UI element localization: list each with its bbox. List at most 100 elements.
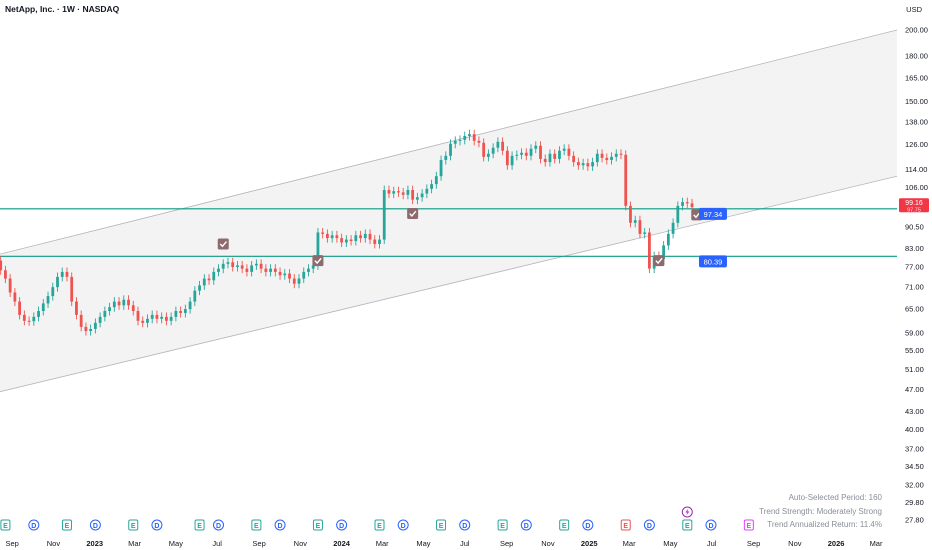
x-tick-label: May xyxy=(169,539,183,548)
dividend-event-icon: D xyxy=(397,519,409,531)
candle-body xyxy=(562,148,566,151)
earnings-event-icon: E xyxy=(0,519,11,531)
candle-body xyxy=(112,301,116,308)
candle-body xyxy=(685,202,689,204)
candle-body xyxy=(610,156,613,160)
earnings-event-icon: E xyxy=(497,519,508,531)
candle-body xyxy=(515,154,519,156)
y-tick-label: 29.80 xyxy=(905,498,924,507)
x-tick-label: 2025 xyxy=(581,539,598,548)
stat-return: Trend Annualized Return: 11.4% xyxy=(767,520,882,529)
svg-text:E: E xyxy=(254,523,259,530)
y-tick-label: 106.00 xyxy=(905,183,928,192)
candle-body xyxy=(567,148,571,156)
candle-body xyxy=(373,239,377,244)
x-tick-label: 2023 xyxy=(86,539,103,548)
svg-text:E: E xyxy=(562,523,567,530)
candle-body xyxy=(141,320,145,323)
candle-body xyxy=(505,150,509,166)
candle-body xyxy=(359,235,362,239)
candle-body xyxy=(8,278,12,293)
trend-stats: Auto-Selected Period: 160 Trend Strength… xyxy=(759,491,882,532)
svg-text:D: D xyxy=(31,523,36,530)
candle-body xyxy=(487,153,490,157)
candle-body xyxy=(605,157,609,160)
svg-text:97.75: 97.75 xyxy=(907,208,921,214)
candle-body xyxy=(37,311,40,317)
x-tick-label: Jul xyxy=(460,539,470,548)
candle-body xyxy=(690,203,694,208)
earnings-event-icon: E xyxy=(682,519,693,531)
candle-body xyxy=(600,153,604,158)
dividend-event-icon: D xyxy=(520,519,532,531)
svg-text:D: D xyxy=(278,523,283,530)
y-tick-label: 150.00 xyxy=(905,97,928,106)
candle-body xyxy=(231,262,235,268)
dividend-event-icon: D xyxy=(28,519,40,531)
candle-body xyxy=(534,145,538,149)
candle-body xyxy=(576,162,580,166)
candle-body xyxy=(411,190,415,200)
candle-body xyxy=(254,263,258,266)
y-tick-label: 138.00 xyxy=(905,118,928,127)
candle-body xyxy=(586,163,590,167)
candle-body xyxy=(392,191,396,194)
candle-body xyxy=(638,220,642,234)
candle-body xyxy=(387,190,391,194)
candle-body xyxy=(278,271,282,276)
x-tick-label: Sep xyxy=(252,539,265,548)
svg-text:D: D xyxy=(339,523,344,530)
candle-body xyxy=(264,268,268,272)
y-tick-label: 77.00 xyxy=(905,263,924,272)
candle-body xyxy=(340,238,344,243)
earnings-event-icon: E xyxy=(194,519,205,531)
candle-body xyxy=(430,184,433,189)
candle-body xyxy=(397,191,400,193)
candle-body xyxy=(643,232,647,234)
y-tick-label: 59.00 xyxy=(905,329,924,338)
candle-body xyxy=(468,134,471,137)
x-tick-label: May xyxy=(416,539,430,548)
x-tick-label: Mar xyxy=(376,539,389,548)
y-tick-label: 37.00 xyxy=(905,445,924,454)
svg-text:99.16: 99.16 xyxy=(905,200,923,207)
candle-body xyxy=(510,155,514,166)
candle-body xyxy=(543,158,547,163)
candle-body xyxy=(217,268,220,272)
y-tick-label: 71.00 xyxy=(905,283,924,292)
candle-body xyxy=(472,134,476,141)
x-tick-label: Sep xyxy=(747,539,760,548)
candle-body xyxy=(250,265,254,272)
currency-label[interactable]: USD xyxy=(906,5,922,14)
x-tick-label: 2026 xyxy=(828,539,845,548)
candle-body xyxy=(240,265,244,269)
candle-body xyxy=(32,316,36,322)
candle-body xyxy=(65,271,69,277)
candle-body xyxy=(378,239,381,244)
y-tick-label: 47.00 xyxy=(905,385,924,394)
x-tick-label: 2024 xyxy=(333,539,351,548)
channel-lower-line xyxy=(0,175,898,393)
svg-text:80.39: 80.39 xyxy=(704,257,723,266)
candle-body xyxy=(27,320,31,322)
candle-body xyxy=(619,153,623,155)
candle-body xyxy=(202,278,206,286)
candle-body xyxy=(131,305,135,312)
check-marker xyxy=(407,208,419,220)
y-tick-label: 83.00 xyxy=(905,244,924,253)
candle-body xyxy=(288,273,291,279)
svg-text:D: D xyxy=(154,523,159,530)
chart-title: NetApp, Inc. · 1W · NASDAQ xyxy=(5,4,120,14)
svg-text:D: D xyxy=(708,523,713,530)
dividend-event-icon: D xyxy=(459,519,471,531)
candle-body xyxy=(93,322,97,329)
earnings-event-icon: E xyxy=(251,519,262,531)
x-tick-label: Jul xyxy=(707,539,717,548)
x-tick-label: Jul xyxy=(212,539,222,548)
svg-text:E: E xyxy=(197,523,202,530)
candle-body xyxy=(439,159,443,177)
split-event-icon xyxy=(681,506,693,518)
candle-body xyxy=(676,205,680,223)
candle-body xyxy=(311,265,315,269)
